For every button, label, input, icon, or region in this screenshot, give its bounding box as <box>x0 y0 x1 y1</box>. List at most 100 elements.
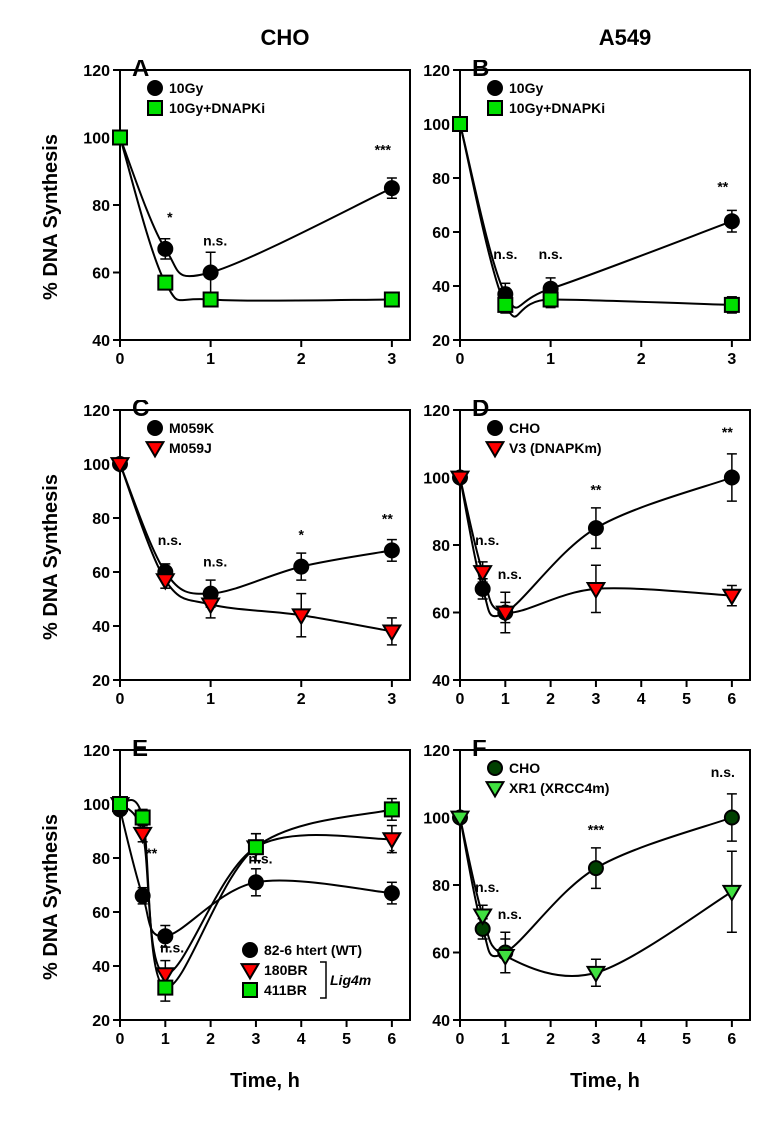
svg-text:60: 60 <box>92 905 110 922</box>
panel-D: 4060801001200123456n.s.n.s.****DCHOV3 (D… <box>460 410 750 680</box>
svg-text:80: 80 <box>432 538 450 555</box>
svg-text:2: 2 <box>297 691 306 708</box>
svg-text:XR1 (XRCC4m): XR1 (XRCC4m) <box>509 780 609 796</box>
svg-text:**: ** <box>717 179 728 195</box>
svg-text:n.s.: n.s. <box>203 554 227 570</box>
svg-text:3: 3 <box>591 1031 600 1048</box>
svg-text:10Gy: 10Gy <box>169 80 203 96</box>
svg-text:4: 4 <box>297 1031 306 1048</box>
svg-text:B: B <box>472 60 489 82</box>
svg-text:80: 80 <box>92 511 110 528</box>
svg-text:3: 3 <box>387 691 396 708</box>
svg-text:20: 20 <box>92 1013 110 1030</box>
svg-text:**: ** <box>590 481 601 497</box>
figure: CHOA549% DNA Synthesis% DNA Synthesis% D… <box>10 10 758 1120</box>
svg-text:100: 100 <box>83 457 110 474</box>
svg-text:6: 6 <box>727 1031 736 1048</box>
svg-text:40: 40 <box>432 279 450 296</box>
svg-text:2: 2 <box>637 351 646 368</box>
panel-B: 204060801001200123n.s.n.s.**B10Gy10Gy+DN… <box>460 70 750 340</box>
svg-text:CHO: CHO <box>509 420 540 436</box>
svg-text:20: 20 <box>92 673 110 690</box>
svg-text:*: * <box>299 527 305 543</box>
column-title: CHO <box>225 25 345 51</box>
svg-text:120: 120 <box>83 63 110 80</box>
svg-text:100: 100 <box>83 131 110 148</box>
panel-A: 4060801001200123*n.s.***A10Gy10Gy+DNAPKi <box>120 70 410 340</box>
svg-text:80: 80 <box>92 851 110 868</box>
svg-text:3: 3 <box>727 351 736 368</box>
svg-text:3: 3 <box>387 351 396 368</box>
svg-text:60: 60 <box>432 946 450 963</box>
svg-text:F: F <box>472 740 487 762</box>
svg-text:n.s.: n.s. <box>711 764 735 780</box>
svg-text:6: 6 <box>727 691 736 708</box>
svg-text:10Gy: 10Gy <box>509 80 543 96</box>
svg-text:80: 80 <box>92 198 110 215</box>
svg-text:5: 5 <box>682 1031 691 1048</box>
svg-text:n.s.: n.s. <box>475 532 499 548</box>
svg-text:1: 1 <box>161 1031 170 1048</box>
svg-text:n.s.: n.s. <box>248 850 272 866</box>
svg-text:n.s.: n.s. <box>475 879 499 895</box>
svg-text:0: 0 <box>456 691 465 708</box>
svg-text:*: * <box>167 209 173 225</box>
svg-text:n.s.: n.s. <box>158 532 182 548</box>
svg-text:3: 3 <box>251 1031 260 1048</box>
svg-text:D: D <box>472 400 489 422</box>
svg-text:n.s.: n.s. <box>160 940 184 956</box>
svg-text:***: *** <box>588 821 605 837</box>
svg-text:1: 1 <box>501 691 510 708</box>
svg-text:40: 40 <box>92 619 110 636</box>
svg-text:CHO: CHO <box>509 760 540 776</box>
panel-E: 204060801001200123456**n.s.n.s.*E82-6 ht… <box>120 750 410 1020</box>
svg-text:1: 1 <box>206 351 215 368</box>
svg-text:100: 100 <box>423 471 450 488</box>
svg-text:2: 2 <box>546 1031 555 1048</box>
panel-F: 4060801001200123456n.s.n.s.***n.s.FCHOXR… <box>460 750 750 1020</box>
svg-text:n.s.: n.s. <box>203 233 227 249</box>
column-title: A549 <box>565 25 685 51</box>
y-axis-label: % DNA Synthesis <box>40 814 63 980</box>
svg-text:4: 4 <box>637 691 646 708</box>
svg-text:180BR: 180BR <box>264 962 308 978</box>
svg-text:120: 120 <box>83 403 110 420</box>
svg-text:120: 120 <box>423 63 450 80</box>
svg-text:5: 5 <box>682 691 691 708</box>
svg-text:40: 40 <box>432 673 450 690</box>
svg-text:100: 100 <box>423 117 450 134</box>
svg-text:0: 0 <box>116 1031 125 1048</box>
svg-text:40: 40 <box>432 1013 450 1030</box>
svg-text:80: 80 <box>432 171 450 188</box>
svg-text:100: 100 <box>423 811 450 828</box>
svg-text:n.s.: n.s. <box>493 246 517 262</box>
panel-C: 204060801001200123n.s.n.s.***CM059KM059J <box>120 410 410 680</box>
svg-text:E: E <box>132 740 148 762</box>
svg-text:411BR: 411BR <box>264 982 307 998</box>
svg-text:A: A <box>132 60 149 82</box>
svg-text:10Gy+DNAPKi: 10Gy+DNAPKi <box>169 100 265 116</box>
svg-text:60: 60 <box>92 266 110 283</box>
svg-text:0: 0 <box>116 691 125 708</box>
svg-text:60: 60 <box>432 225 450 242</box>
svg-text:120: 120 <box>83 743 110 760</box>
svg-text:Lig4m: Lig4m <box>330 972 371 988</box>
svg-text:n.s.: n.s. <box>498 566 522 582</box>
svg-text:3: 3 <box>591 691 600 708</box>
svg-text:40: 40 <box>92 333 110 350</box>
svg-text:**: ** <box>146 845 157 861</box>
svg-text:1: 1 <box>546 351 555 368</box>
x-axis-label: Time, h <box>215 1070 315 1093</box>
svg-text:*: * <box>389 845 395 861</box>
svg-text:M059K: M059K <box>169 420 214 436</box>
svg-text:2: 2 <box>297 351 306 368</box>
svg-text:5: 5 <box>342 1031 351 1048</box>
svg-text:6: 6 <box>387 1031 396 1048</box>
svg-text:C: C <box>132 400 149 422</box>
svg-text:4: 4 <box>637 1031 646 1048</box>
svg-text:2: 2 <box>206 1031 215 1048</box>
y-axis-label: % DNA Synthesis <box>40 474 63 640</box>
svg-text:100: 100 <box>83 797 110 814</box>
svg-text:40: 40 <box>92 959 110 976</box>
svg-text:82-6 htert (WT): 82-6 htert (WT) <box>264 942 362 958</box>
